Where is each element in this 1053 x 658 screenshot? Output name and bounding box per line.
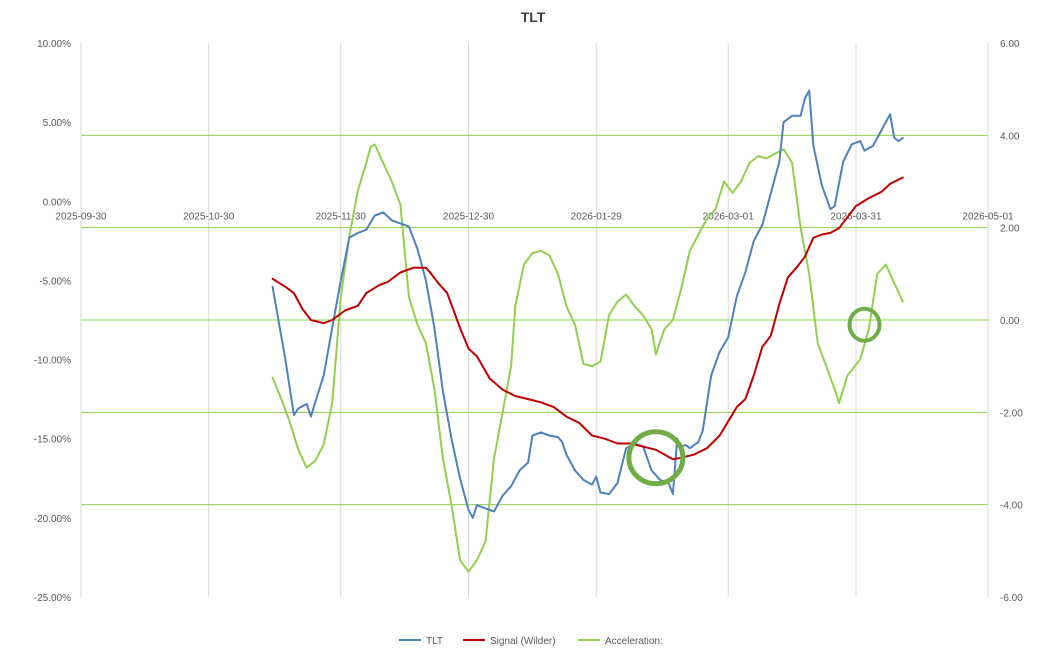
annotation-circle — [847, 306, 882, 343]
x-tick-label: 2025-09-30 — [55, 211, 107, 222]
series-line-tlt — [271, 89, 904, 519]
chart-title: TLT — [521, 9, 546, 25]
legend-label-signal: Signal (Wilder) — [490, 636, 556, 647]
left-axis-tick-label: -5.00% — [39, 276, 71, 287]
left-axis-tick-label: 5.00% — [43, 118, 71, 129]
right-axis-tick-label: 6.00 — [1000, 39, 1020, 50]
legend-label-tlt: TLT — [426, 636, 443, 647]
x-tick-label: 2026-03-31 — [830, 211, 882, 222]
right-axis-tick-label: 4.00 — [1000, 131, 1020, 142]
left-axis-tick-label: -20.00% — [34, 514, 71, 525]
left-axis-tick-label: -15.00% — [34, 435, 71, 446]
annotation-circle — [626, 429, 686, 487]
right-axis-tick-labels: 6.00 4.00 2.00 0.00 -2.00 -4.00 -6.00 — [1000, 39, 1023, 604]
right-axis-tick-label: -6.00 — [1000, 593, 1023, 604]
x-axis-tick-labels: 2025-09-30 2025-10-30 2025-11-30 2025-12-30… — [55, 211, 1014, 222]
left-axis-tick-label: 10.00% — [37, 39, 71, 50]
horizontal-gridlines — [80, 43, 989, 597]
legend-label-acceleration: Acceleration: — [605, 636, 663, 647]
x-tick-label: 2026-05-01 — [962, 211, 1014, 222]
x-tick-label: 2025-12-30 — [443, 211, 495, 222]
left-axis-tick-label: 0.00% — [43, 197, 71, 208]
series-line-signal-wilder — [271, 176, 904, 461]
left-axis-tick-label: -25.00% — [34, 593, 71, 604]
right-axis-tick-label: 0.00 — [1000, 316, 1020, 327]
series-lines — [271, 89, 904, 573]
x-tick-label: 2026-01-29 — [571, 211, 623, 222]
right-axis-tick-label: 2.00 — [1000, 224, 1020, 235]
left-axis-tick-labels: 10.00% 5.00% 0.00% -5.00% -10.00% -15.00% -20.… — [34, 39, 71, 604]
x-tick-label: 2025-10-30 — [183, 211, 235, 222]
x-tick-label: 2026-03-01 — [703, 211, 755, 222]
annotations — [626, 306, 882, 487]
right-axis-tick-label: -2.00 — [1000, 408, 1023, 419]
x-tick-label: 2025-11-30 — [316, 211, 367, 222]
legend: TLT Signal (Wilder) Acceleration: — [399, 636, 663, 647]
series-line-acceleration — [271, 143, 904, 573]
right-axis-tick-label: -4.00 — [1000, 501, 1023, 512]
left-axis-tick-label: -10.00% — [34, 356, 71, 367]
